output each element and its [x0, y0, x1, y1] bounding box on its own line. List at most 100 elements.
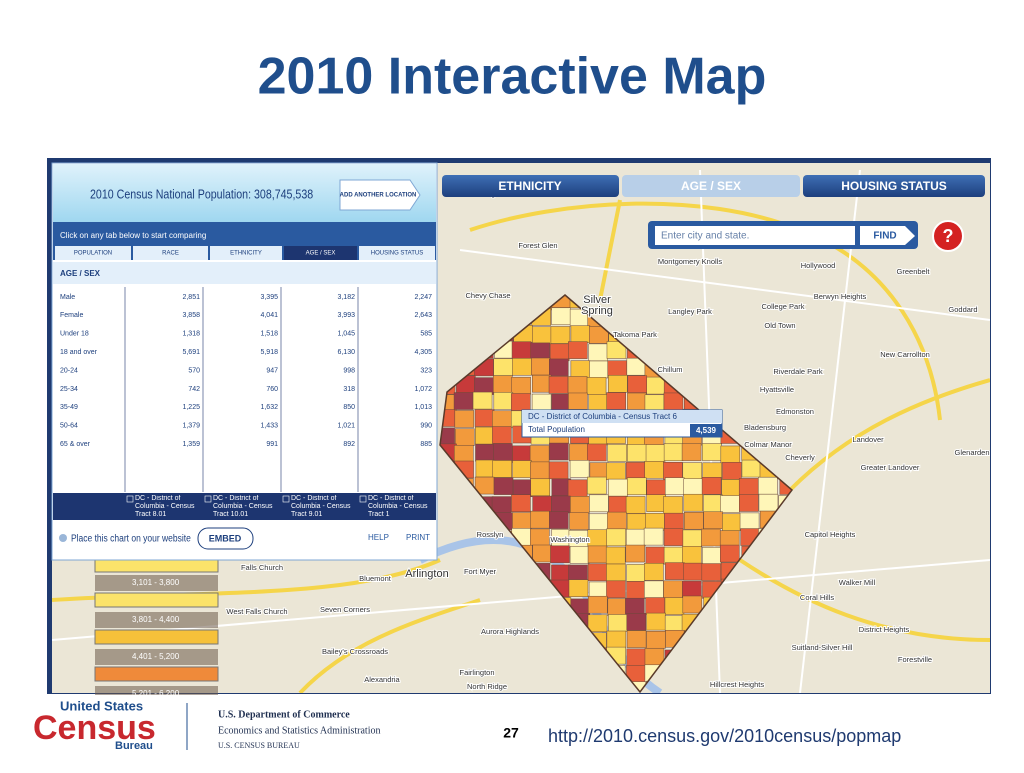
cell: 5,691	[182, 349, 200, 356]
map-tab[interactable]	[442, 175, 619, 197]
tract	[720, 445, 741, 464]
column-headers: DC - District of Columbia - Census Tract…	[126, 495, 428, 518]
panel-tab[interactable]	[55, 246, 131, 260]
legend-swatch	[94, 666, 219, 682]
tooltip-label: Total Population	[528, 425, 585, 434]
row-label: Female	[60, 312, 83, 319]
legend-swatch	[94, 559, 219, 573]
tract	[549, 358, 569, 377]
column-checkbox[interactable]	[359, 495, 367, 503]
place-label: Capitol Heights	[805, 530, 856, 539]
cell: 1,021	[337, 423, 355, 430]
cell: 5,918	[260, 349, 278, 356]
print-link[interactable]: PRINT	[406, 533, 430, 542]
tract	[551, 393, 571, 412]
tract	[682, 580, 702, 599]
tract	[475, 444, 495, 462]
section-label: AGE / SEX	[60, 269, 101, 278]
tract	[511, 341, 532, 359]
cell: 3,993	[337, 312, 355, 319]
tract	[530, 528, 550, 547]
panel-tab[interactable]	[210, 246, 282, 260]
tract	[703, 494, 723, 513]
place-label: Suitland-Silver Hill	[792, 643, 853, 652]
place-label: Bladensburg	[744, 423, 786, 432]
tract	[569, 546, 590, 564]
add-location-button[interactable]	[339, 179, 421, 211]
place-label: Takoma Park	[613, 330, 657, 339]
tract	[645, 513, 665, 531]
tract	[586, 377, 607, 395]
legend-swatch	[94, 592, 219, 608]
map-tab[interactable]	[803, 175, 985, 197]
panel-tab[interactable]	[359, 246, 435, 260]
embed-button[interactable]	[197, 527, 254, 550]
find-button[interactable]	[860, 226, 915, 245]
column-header-text: DC - District of Columbia - Census Tract…	[213, 495, 273, 518]
help-button[interactable]	[932, 220, 964, 252]
tract	[758, 493, 779, 512]
cell: 760	[266, 386, 278, 393]
tract	[682, 462, 703, 480]
tract	[664, 477, 685, 495]
tract	[568, 564, 588, 583]
panel-tab-label: POPULATION	[74, 251, 112, 257]
tract	[589, 360, 609, 379]
panel-tab-label: AGE / SEX	[306, 251, 336, 257]
tract	[626, 630, 647, 648]
tract	[608, 496, 629, 514]
column-checkbox[interactable]	[282, 495, 290, 503]
column-checkbox[interactable]	[204, 495, 212, 503]
tract	[606, 580, 626, 599]
legend-label: 3,101 - 3,800	[132, 578, 180, 587]
place-label: Washington	[550, 535, 589, 544]
embed-icon	[59, 534, 67, 542]
department: Economics and Statistics Administration	[218, 725, 381, 736]
tract	[548, 461, 569, 480]
tract	[683, 478, 703, 496]
search-input[interactable]	[655, 226, 855, 245]
tract	[492, 410, 512, 429]
panel-tab-active[interactable]	[284, 246, 357, 260]
tract	[511, 376, 531, 395]
tract	[569, 443, 589, 462]
slide-title: 2010 Interactive Map	[258, 48, 767, 106]
place-label: North Ridge	[467, 682, 507, 691]
tract	[627, 392, 647, 411]
tract	[569, 460, 590, 478]
row-label: 65 & over	[60, 441, 91, 448]
tract	[474, 409, 495, 427]
column-checkbox[interactable]	[126, 495, 134, 503]
tract	[455, 428, 475, 446]
tract	[587, 595, 608, 614]
tract	[551, 564, 571, 583]
tract	[551, 307, 571, 326]
tract	[682, 595, 703, 614]
help-link[interactable]: HELP	[368, 533, 389, 542]
tract	[492, 426, 512, 444]
place-label: Fort Myer	[464, 567, 497, 576]
place-label: Landover	[852, 435, 884, 444]
legend-label-bg	[95, 575, 218, 591]
tract	[589, 326, 609, 344]
tract	[665, 562, 685, 580]
tract	[550, 545, 570, 564]
map-tab-active[interactable]	[622, 175, 800, 197]
panel-tab[interactable]	[133, 246, 208, 260]
place-label: Bailey's Crossroads	[322, 647, 388, 656]
tract	[626, 528, 646, 547]
place-label: New Carrollton	[880, 350, 930, 359]
column-footer	[53, 493, 436, 520]
tract	[625, 544, 646, 563]
tract	[682, 529, 703, 548]
tract	[703, 511, 723, 529]
tract	[722, 513, 742, 532]
tract	[683, 493, 704, 512]
source-url[interactable]: http://2010.census.gov/2010census/popmap	[548, 726, 901, 746]
cell: 1,013	[414, 404, 432, 411]
tract	[512, 479, 533, 497]
instruction: Click on any tab below to start comparin…	[60, 231, 206, 240]
cell: 742	[188, 386, 200, 393]
